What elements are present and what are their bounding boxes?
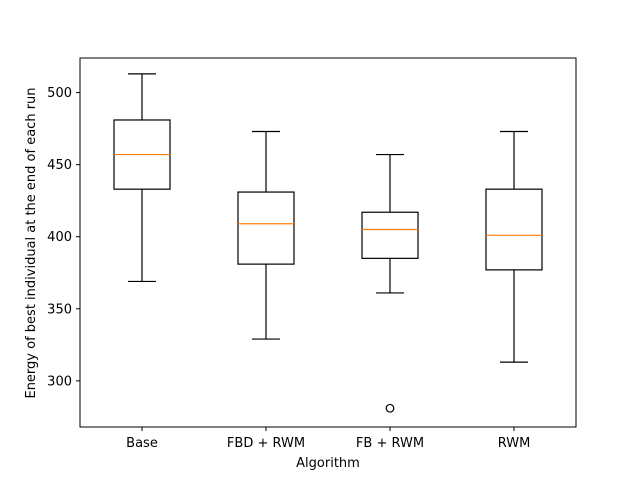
box-iqr xyxy=(361,211,419,259)
y-axis-label: Energy of best individual at the end of … xyxy=(24,87,39,398)
outlier-point xyxy=(385,403,395,413)
x-axis: Base FBD + RWM FB + RWM RWM xyxy=(126,427,530,451)
box-group-2 xyxy=(237,130,295,340)
x-tick-label: RWM xyxy=(498,436,531,451)
x-axis-label: Algorithm xyxy=(296,456,360,471)
box-iqr xyxy=(237,191,295,265)
plot-area xyxy=(113,73,543,413)
y-axis: 300 350 400 450 500 xyxy=(47,86,80,389)
y-tick-label: 500 xyxy=(47,86,72,101)
x-tick-label: Base xyxy=(126,436,158,451)
box-group-3 xyxy=(361,153,419,413)
box-iqr xyxy=(485,188,543,271)
x-tick-label: FBD + RWM xyxy=(227,436,305,451)
y-tick-label: 350 xyxy=(47,302,72,317)
box-group-4 xyxy=(485,130,543,363)
x-tick-label: FB + RWM xyxy=(356,436,424,451)
axes-frame xyxy=(79,57,577,428)
y-tick-label: 450 xyxy=(47,158,72,173)
y-tick-label: 300 xyxy=(47,374,72,389)
box-group-1 xyxy=(113,73,171,283)
y-tick-label: 400 xyxy=(47,230,72,245)
